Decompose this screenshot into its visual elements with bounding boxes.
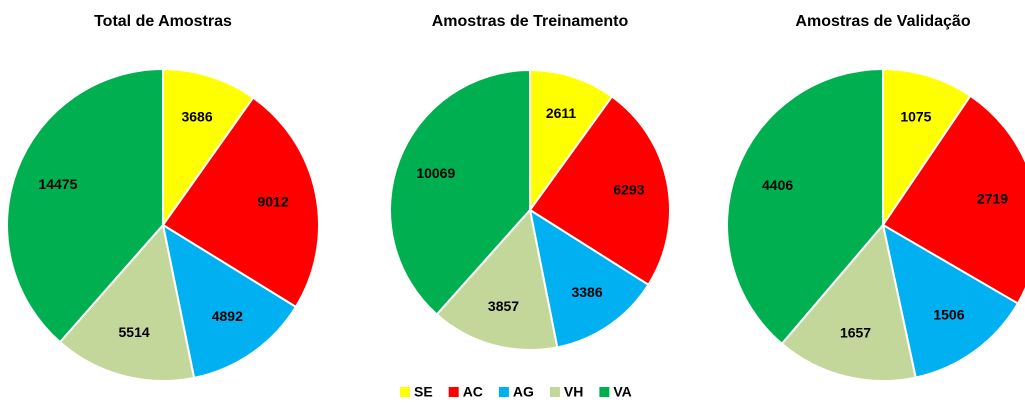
legend-label: AC (463, 384, 483, 400)
data-label: 1075 (900, 108, 931, 124)
pie-slice (529, 68, 614, 214)
pie-slice (780, 222, 917, 382)
legend-swatch (599, 387, 610, 397)
data-label: 3857 (488, 298, 519, 314)
legend-label: VA (613, 384, 631, 400)
chart-title: Amostras de Treinamento (432, 13, 629, 30)
pie-slice (161, 222, 298, 380)
pie-slice (435, 207, 559, 351)
data-label: 3386 (571, 284, 602, 300)
legend-swatch (448, 387, 459, 397)
pie-slice (882, 67, 972, 229)
data-label: 3686 (181, 109, 212, 125)
legend-swatch (549, 387, 560, 397)
data-label: 9012 (257, 193, 288, 209)
pie-slice (528, 207, 650, 349)
pie-slice (6, 67, 164, 344)
pie-slice (58, 222, 196, 382)
chart-title: Total de Amostras (94, 13, 232, 30)
data-label: 2611 (546, 105, 577, 121)
data-label: 6293 (613, 182, 644, 198)
pie-slice (528, 95, 671, 287)
data-label: 4406 (762, 177, 793, 193)
data-label: 1657 (840, 325, 871, 341)
pie-slice (162, 67, 255, 229)
legend-label: AG (513, 384, 534, 400)
legend-swatch (498, 387, 509, 397)
pie-slice (161, 96, 320, 309)
data-label: 5514 (119, 324, 150, 340)
pie-slice (881, 222, 1020, 379)
legend-label: SE (414, 384, 433, 400)
legend-label: VH (564, 384, 583, 400)
pie-slice (881, 94, 1025, 305)
data-label: 4892 (212, 308, 243, 324)
data-label: 2719 (977, 191, 1008, 207)
data-label: 1506 (933, 307, 964, 323)
data-label: 14475 (38, 176, 77, 192)
legend-swatch (400, 387, 410, 397)
pie-slice (726, 67, 884, 346)
data-label: 10069 (416, 165, 455, 181)
chart-title: Amostras de Validação (795, 13, 970, 30)
pie-slice (389, 68, 531, 316)
